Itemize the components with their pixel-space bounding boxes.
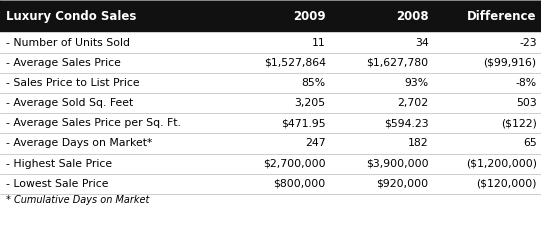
Text: $594.23: $594.23 [384, 118, 428, 128]
Text: - Sales Price to List Price: - Sales Price to List Price [6, 78, 140, 88]
Text: 2,702: 2,702 [397, 98, 428, 108]
Text: -23: -23 [519, 38, 537, 47]
Bar [0, 32, 541, 53]
Bar [0, 133, 541, 154]
Text: 34: 34 [415, 38, 428, 47]
Text: - Highest Sale Price: - Highest Sale Price [6, 159, 113, 169]
Bar [0, 174, 541, 194]
Bar [0, 154, 541, 174]
Text: - Average Days on Market*: - Average Days on Market* [6, 138, 153, 148]
Text: ($1,200,000): ($1,200,000) [466, 159, 537, 169]
Text: $1,527,864: $1,527,864 [263, 58, 326, 68]
Text: ($99,916): ($99,916) [484, 58, 537, 68]
Text: 65: 65 [523, 138, 537, 148]
Text: 247: 247 [305, 138, 326, 148]
Text: 182: 182 [408, 138, 428, 148]
Text: Luxury Condo Sales: Luxury Condo Sales [6, 10, 137, 23]
Text: $920,000: $920,000 [377, 179, 428, 189]
Text: $471.95: $471.95 [281, 118, 326, 128]
Text: 93%: 93% [404, 78, 428, 88]
Text: 11: 11 [312, 38, 326, 47]
Text: 2009: 2009 [293, 10, 326, 23]
Text: Difference: Difference [467, 10, 537, 23]
Bar [0, 0, 541, 32]
Text: - Lowest Sale Price: - Lowest Sale Price [6, 179, 109, 189]
Bar [0, 93, 541, 113]
Text: 85%: 85% [301, 78, 326, 88]
Bar [0, 113, 541, 133]
Text: $800,000: $800,000 [273, 179, 326, 189]
Text: -8%: -8% [516, 78, 537, 88]
Text: - Average Sales Price per Sq. Ft.: - Average Sales Price per Sq. Ft. [6, 118, 181, 128]
Bar [0, 53, 541, 73]
Text: $2,700,000: $2,700,000 [263, 159, 326, 169]
Text: 503: 503 [516, 98, 537, 108]
Text: 3,205: 3,205 [294, 98, 326, 108]
Bar [0, 73, 541, 93]
Text: $1,627,780: $1,627,780 [366, 58, 428, 68]
Text: - Average Sales Price: - Average Sales Price [6, 58, 121, 68]
Text: - Average Sold Sq. Feet: - Average Sold Sq. Feet [6, 98, 134, 108]
Text: * Cumulative Days on Market: * Cumulative Days on Market [6, 195, 150, 205]
Text: - Number of Units Sold: - Number of Units Sold [6, 38, 130, 47]
Text: 2008: 2008 [396, 10, 428, 23]
Text: ($120,000): ($120,000) [476, 179, 537, 189]
Text: $3,900,000: $3,900,000 [366, 159, 428, 169]
Text: ($122): ($122) [501, 118, 537, 128]
